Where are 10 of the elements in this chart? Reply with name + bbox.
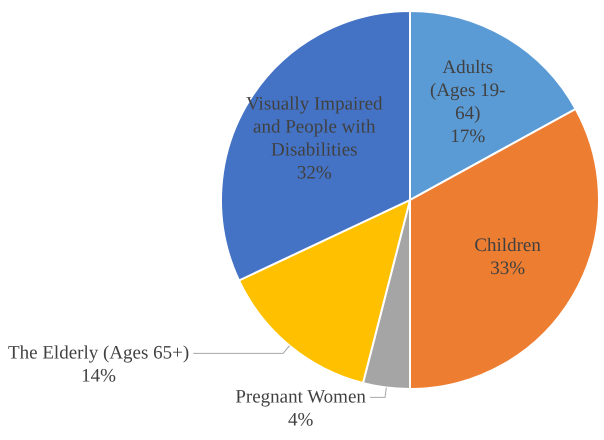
slice-label: Pregnant Women [235, 386, 366, 408]
slice-label: Children [474, 235, 542, 256]
data-label: 14% [81, 365, 116, 386]
data-label: 32% [296, 162, 332, 184]
data-label: 33% [490, 258, 526, 280]
slice-label: Adults (Ages 19-64) [430, 56, 506, 124]
data-label: 17% [450, 126, 486, 147]
slice-label: The Elderly (Ages 65+) [8, 342, 190, 364]
slice-label: Visually Impaired and People with Disabilities [246, 94, 384, 161]
data-label: 4% [288, 409, 314, 430]
